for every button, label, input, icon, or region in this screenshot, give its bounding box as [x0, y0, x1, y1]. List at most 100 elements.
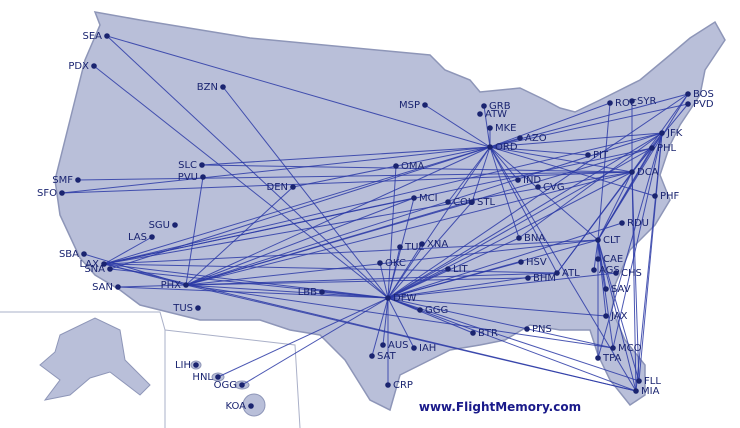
route [106, 35, 491, 148]
route [185, 239, 599, 286]
route [387, 93, 689, 299]
airport-dot [629, 169, 635, 175]
route [387, 272, 617, 299]
route [387, 297, 415, 349]
route [387, 297, 637, 392]
route [106, 35, 389, 299]
airport-dot [659, 130, 665, 136]
airport-dot [535, 184, 541, 190]
route [597, 239, 607, 317]
airport-label: BZN [197, 82, 218, 93]
route [631, 171, 640, 382]
route [387, 243, 423, 299]
route [593, 239, 599, 271]
airport-dot [385, 382, 391, 388]
airport-label: BTR [478, 328, 498, 339]
airport-label: SAT [377, 351, 397, 362]
airport-label: JFK [666, 128, 683, 139]
airport-label: DFW [393, 293, 416, 304]
route [489, 102, 611, 148]
route [489, 146, 519, 181]
route [241, 297, 389, 386]
route [387, 297, 607, 317]
airport-label: IND [523, 175, 541, 186]
airport-label: SMF [52, 175, 73, 186]
route [77, 171, 633, 181]
airport-dot [445, 199, 451, 205]
airport-label: ROC [615, 98, 637, 109]
route [103, 263, 389, 299]
airport-dot [215, 374, 221, 380]
route [201, 164, 633, 173]
route [185, 146, 491, 286]
route [387, 261, 522, 299]
route [597, 239, 637, 392]
route [612, 132, 663, 349]
airport-dot [75, 177, 81, 183]
airport-label: DEN [267, 182, 289, 193]
airport-label: PVU [178, 172, 198, 183]
airport-dot [101, 261, 107, 267]
airport-dot [525, 275, 531, 281]
airport-label: SLC [178, 160, 197, 171]
airport-dot [419, 241, 425, 247]
airport-label: XNA [427, 239, 448, 250]
airport-dot [377, 260, 383, 266]
airport-label: AGS [599, 265, 620, 276]
route [201, 146, 491, 166]
airport-label: PNS [532, 324, 552, 335]
airport-dot [149, 234, 155, 240]
airport-dot [613, 270, 619, 276]
airport-dot [59, 190, 65, 196]
airport-dot [607, 100, 613, 106]
airport-dot [649, 145, 655, 151]
airport-label: ATL [562, 268, 580, 279]
route [117, 286, 389, 299]
airport-dot [195, 305, 201, 311]
airport-dot [481, 103, 487, 109]
airport-label: SEA [82, 31, 102, 42]
airport-dot [183, 282, 189, 288]
route [109, 146, 491, 270]
airport-dot [554, 270, 560, 276]
airport-dot [380, 342, 386, 348]
airport-label: RDU [627, 218, 649, 229]
airport-label: SAV [611, 284, 631, 295]
airport-dot [591, 267, 597, 273]
route [638, 132, 663, 382]
airport-dot [107, 266, 113, 272]
route [222, 86, 389, 299]
route [387, 171, 633, 299]
route [489, 146, 558, 274]
route [321, 291, 389, 299]
airport-label: MCI [419, 193, 438, 204]
route [387, 297, 614, 349]
route [387, 201, 473, 299]
route [387, 132, 663, 299]
route [489, 146, 520, 239]
route [103, 132, 663, 265]
airport-label: CVG [543, 182, 565, 193]
route [387, 237, 520, 299]
airport-label: PHL [657, 143, 677, 154]
route [387, 297, 640, 382]
footer: www.FlightMemory.com [419, 400, 581, 414]
airport-label: SGU [149, 220, 170, 231]
airport-dot [636, 378, 642, 384]
airport-label: LAX [80, 259, 100, 270]
route [93, 65, 389, 299]
route [597, 93, 689, 241]
route [103, 197, 415, 265]
route [292, 146, 491, 188]
airport-dot [445, 266, 451, 272]
airport-label: SNA [84, 264, 105, 275]
airport-dot [199, 162, 205, 168]
airport-label: CAE [603, 254, 623, 265]
airport-dot [397, 244, 403, 250]
airport-label: PVD [693, 99, 714, 110]
airport-label: MSP [399, 100, 420, 111]
airport-dot [603, 286, 609, 292]
route [387, 146, 491, 299]
